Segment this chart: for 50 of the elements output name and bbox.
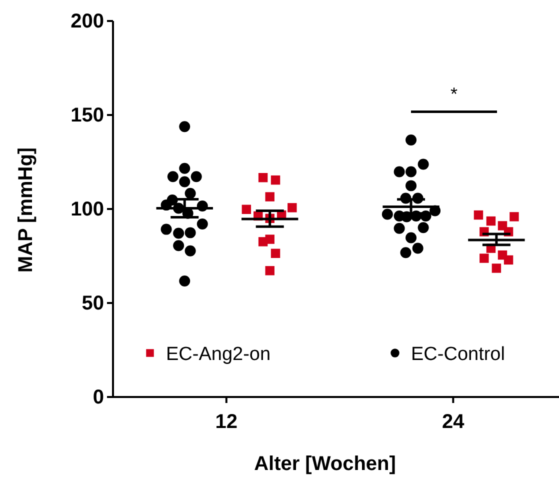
legend-label: EC-Control	[411, 344, 505, 365]
point	[406, 180, 417, 192]
point	[179, 121, 190, 132]
point	[406, 134, 417, 146]
point	[184, 188, 196, 199]
point	[179, 162, 190, 174]
point	[510, 212, 519, 222]
point	[160, 224, 172, 235]
point	[179, 176, 190, 188]
point	[394, 166, 405, 178]
legend-label: EC-Ang2-on	[166, 344, 271, 365]
y-axis-title: MAP [mmHg]	[15, 147, 37, 273]
point	[179, 276, 190, 286]
y-tick-label: 150	[70, 104, 104, 126]
point	[288, 203, 297, 212]
point	[504, 255, 514, 265]
point	[418, 158, 429, 170]
y-tick-label: 100	[70, 198, 104, 220]
x-axis-title: Alter [Wochen]	[254, 453, 396, 475]
annotation: *	[450, 84, 458, 104]
point	[382, 208, 393, 220]
x-tick-label: 24	[442, 411, 466, 433]
point	[184, 245, 196, 256]
point	[480, 254, 489, 263]
point	[394, 222, 405, 234]
point	[265, 192, 274, 202]
x-tick-label: 12	[215, 411, 238, 433]
point	[173, 240, 184, 252]
point	[173, 228, 184, 239]
y-tick-label: 200	[70, 10, 104, 32]
point	[270, 175, 280, 185]
point	[190, 171, 202, 182]
point	[406, 166, 417, 178]
point	[167, 171, 178, 182]
point	[418, 222, 429, 234]
point	[406, 232, 417, 244]
point	[265, 234, 274, 244]
point	[184, 227, 196, 238]
point	[270, 248, 280, 258]
y-tick-label: 0	[92, 386, 104, 408]
y-tick-label: 50	[82, 292, 104, 314]
point	[486, 216, 496, 226]
point	[265, 266, 274, 276]
point	[474, 210, 484, 220]
point	[412, 242, 424, 254]
point	[258, 172, 268, 182]
point	[196, 218, 208, 230]
point	[242, 204, 252, 214]
point	[400, 247, 412, 258]
point	[492, 264, 502, 273]
